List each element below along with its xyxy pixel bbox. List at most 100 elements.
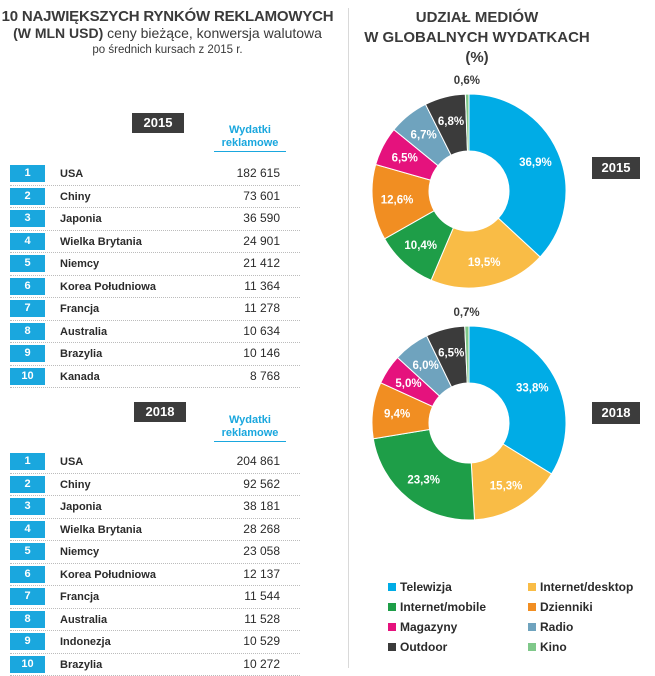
chart-year-2018: 2018	[592, 402, 640, 424]
country-name: Niemcy	[60, 544, 99, 560]
rank-badge: 6	[10, 566, 45, 583]
country-name: Brazylia	[60, 346, 102, 362]
rank-badge: 6	[10, 278, 45, 295]
rank-badge: 7	[10, 300, 45, 317]
table-row: 10 Kanada 8 768	[10, 366, 300, 389]
table-row: 2 Chiny 73 601	[10, 186, 300, 209]
legend-label: Outdoor	[400, 640, 447, 654]
ad-spend-value: 8 768	[250, 368, 280, 385]
ad-spend-value: 36 590	[243, 210, 280, 227]
legend-label: Radio	[540, 620, 573, 634]
column-header-2015-line1: Wydatki	[214, 124, 286, 137]
country-name: Australia	[60, 324, 107, 340]
ad-spend-value: 10 272	[243, 656, 280, 673]
rank-badge: 9	[10, 345, 45, 362]
legend-item: Magazyny	[388, 620, 457, 634]
legend-swatch	[528, 643, 536, 651]
rank-badge: 2	[10, 188, 45, 205]
legend-label: Internet/mobile	[400, 600, 486, 614]
donut-data-label: 0,7%	[453, 307, 479, 319]
ad-spend-value: 38 181	[243, 498, 280, 515]
column-header-2018-line2: reklamowe	[214, 427, 286, 440]
country-name: Australia	[60, 612, 107, 628]
country-name: Wielka Brytania	[60, 234, 142, 250]
table-row: 1 USA 182 615	[10, 163, 300, 186]
left-title-line3: po średnich kursach z 2015 r.	[0, 42, 335, 59]
legend-swatch	[388, 583, 396, 591]
ad-spend-value: 73 601	[243, 188, 280, 205]
donut-data-label: 33,8%	[516, 383, 549, 395]
rank-badge: 2	[10, 476, 45, 493]
rank-badge: 1	[10, 453, 45, 470]
column-header-2015: Wydatki reklamowe	[214, 124, 286, 152]
legend-label: Magazyny	[400, 620, 457, 634]
donut-data-label: 6,7%	[411, 129, 437, 141]
ad-spend-value: 10 529	[243, 633, 280, 650]
ad-spend-value: 204 861	[237, 453, 280, 470]
country-name: Kanada	[60, 369, 100, 385]
country-name: Francja	[60, 589, 99, 605]
donut-data-label: 6,5%	[438, 348, 464, 360]
media-share-donut-charts: 36,9% 19,5% 10,4% 12,6% 6,5% 6,7%6,8% 0,6% 33,8…	[352, 0, 655, 575]
country-name: Japonia	[60, 499, 102, 515]
ad-spend-value: 11 528	[244, 611, 280, 628]
donut-data-label: 36,9%	[519, 157, 552, 169]
donut-data-label: 15,3%	[490, 480, 523, 492]
country-name: USA	[60, 166, 83, 182]
column-header-2015-line2: reklamowe	[214, 137, 286, 150]
legend-swatch	[528, 583, 536, 591]
left-title-unit: (W MLN USD)	[13, 25, 103, 41]
rank-badge: 1	[10, 165, 45, 182]
country-name: Chiny	[60, 477, 91, 493]
legend-item: Radio	[528, 620, 573, 634]
legend-swatch	[528, 623, 536, 631]
legend-item: Outdoor	[388, 640, 447, 654]
left-title: 10 NAJWIĘKSZYCH RYNKÓW REKLAMOWYCH (W ML…	[0, 8, 335, 59]
donut-data-label: 6,0%	[413, 360, 439, 372]
rank-badge: 10	[10, 368, 45, 385]
donut-data-label: 12,6%	[381, 195, 414, 207]
rank-badge: 8	[10, 611, 45, 628]
right-panel: UDZIAŁ MEDIÓW W GLOBALNYCH WYDATKACH (%)…	[352, 0, 655, 674]
ad-spend-value: 24 901	[243, 233, 280, 250]
ad-spend-value: 23 058	[243, 543, 280, 560]
rank-badge: 3	[10, 210, 45, 227]
donut-data-label: 6,8%	[438, 116, 464, 128]
ad-spend-value: 28 268	[243, 521, 280, 538]
rank-badge: 8	[10, 323, 45, 340]
chart-year-2015: 2015	[592, 157, 640, 179]
donut-data-label: 19,5%	[468, 257, 501, 269]
column-header-2018: Wydatki reklamowe	[214, 414, 286, 442]
country-name: Chiny	[60, 189, 91, 205]
panel-divider	[348, 8, 349, 668]
ad-spend-value: 182 615	[237, 165, 280, 182]
ad-spend-value: 11 544	[244, 588, 280, 605]
donut-data-label: 10,4%	[404, 240, 437, 252]
donut-slice-telewizja	[469, 326, 566, 474]
rank-badge: 5	[10, 543, 45, 560]
rank-badge: 10	[10, 656, 45, 673]
column-header-2018-line1: Wydatki	[214, 414, 286, 427]
legend-item: Telewizja	[388, 580, 452, 594]
donut-data-label: 0,6%	[454, 75, 480, 87]
rank-badge: 3	[10, 498, 45, 515]
table-row: 5 Niemcy 23 058	[10, 541, 300, 564]
rank-badge: 5	[10, 255, 45, 272]
left-panel: 10 NAJWIĘKSZYCH RYNKÓW REKLAMOWYCH (W ML…	[0, 0, 345, 674]
legend-label: Internet/desktop	[540, 580, 633, 594]
ad-spend-value: 92 562	[243, 476, 280, 493]
legend-item: Internet/mobile	[388, 600, 486, 614]
legend-swatch	[388, 623, 396, 631]
ad-spend-value: 21 412	[243, 255, 280, 272]
